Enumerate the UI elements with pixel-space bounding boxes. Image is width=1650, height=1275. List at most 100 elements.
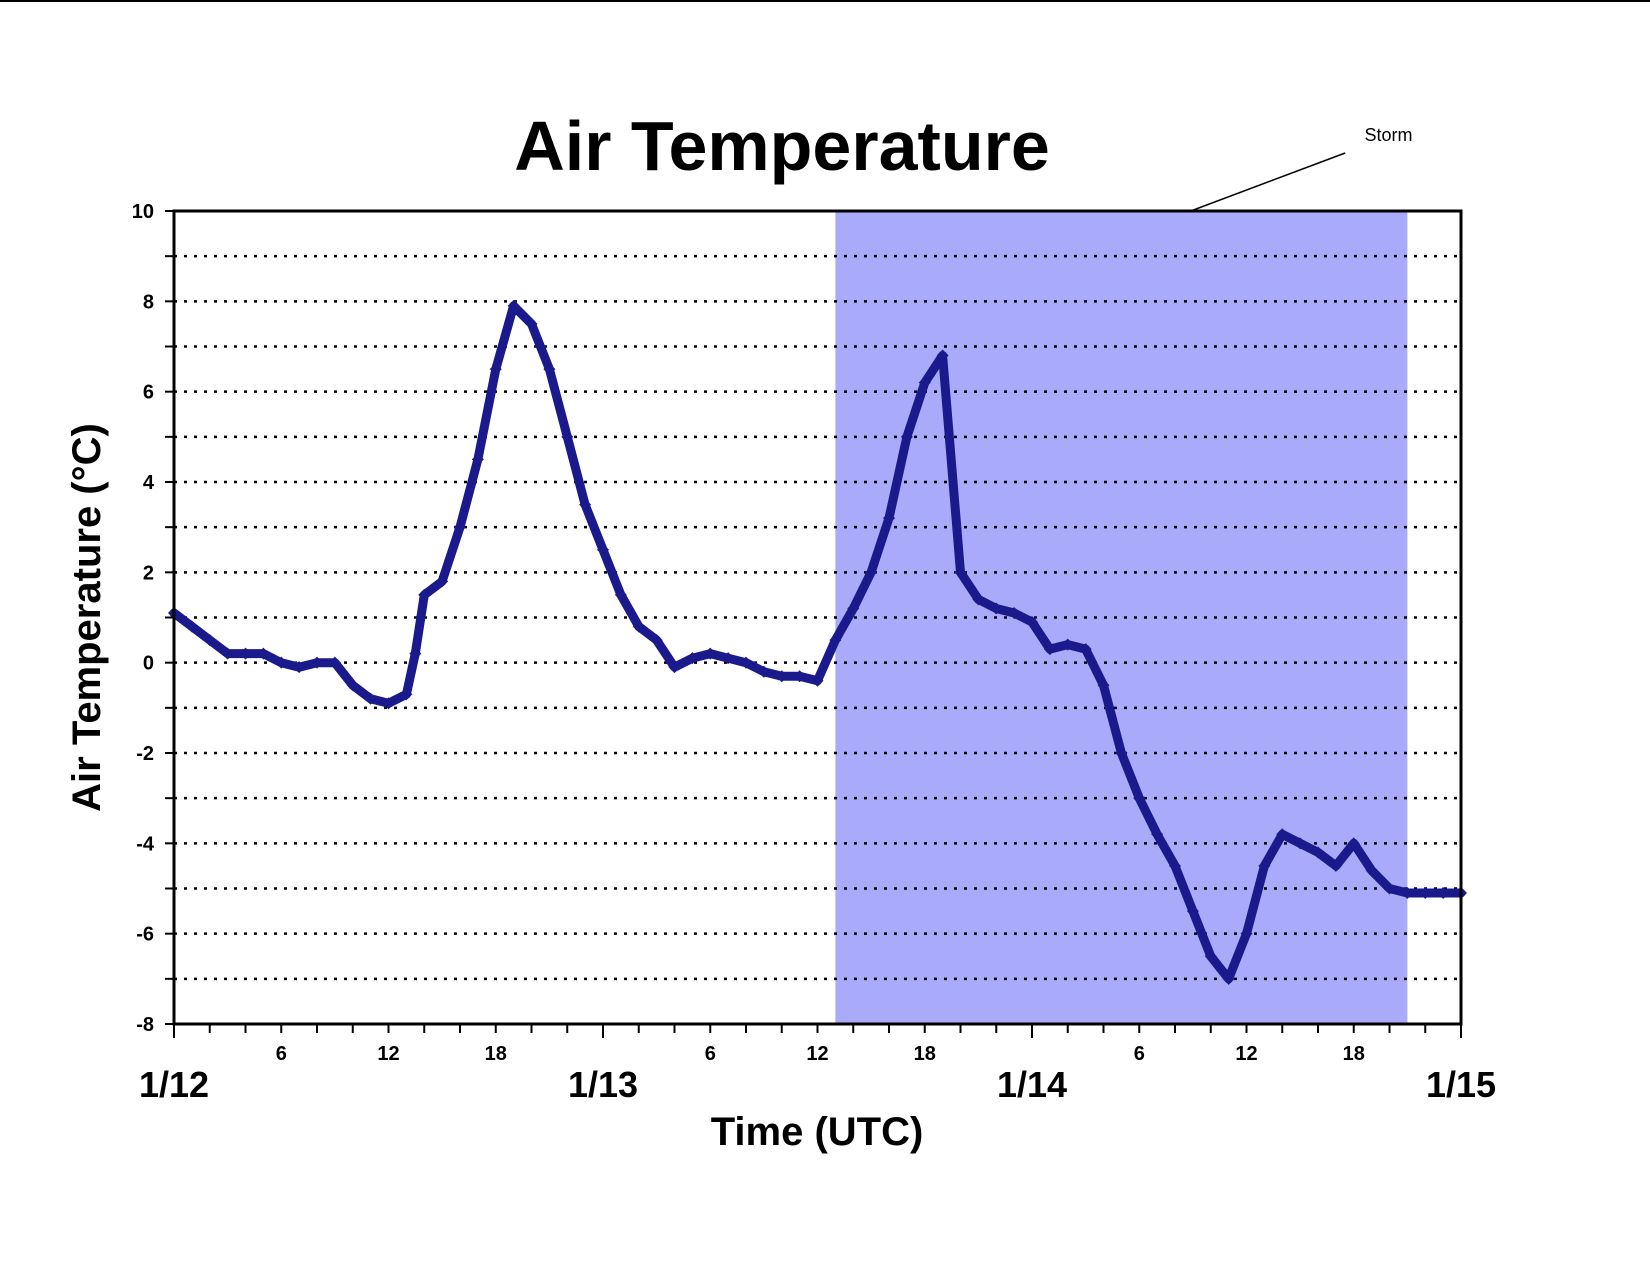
x-hour-tick-label: 12 (377, 1043, 399, 1065)
data-point (1329, 859, 1342, 872)
y-tick-label: 2 (143, 562, 154, 584)
data-point (311, 656, 323, 669)
data-point (757, 665, 770, 678)
data-point (1115, 747, 1128, 759)
data-point (722, 652, 735, 665)
data-point (275, 656, 288, 669)
data-point (507, 299, 520, 312)
y-tick-label: 8 (143, 291, 154, 313)
data-point (221, 647, 234, 660)
data-point (328, 656, 341, 669)
y-tick-label: 4 (143, 472, 155, 494)
y-axis: 10 8 6 4 2 0 -2 -4 -6 -8 (132, 201, 174, 1036)
x-axis-label: Time (UTC) (711, 1110, 924, 1154)
data-point (400, 688, 413, 701)
data-point (1079, 643, 1092, 656)
x-hour-tick-label: 18 (914, 1043, 936, 1065)
data-point (1061, 638, 1074, 651)
data-point (1186, 905, 1199, 918)
data-point (418, 588, 431, 601)
data-point (1294, 837, 1307, 850)
data-point (1401, 887, 1414, 900)
top-border-line (0, 0, 1650, 2)
data-point (1222, 972, 1235, 985)
data-point (1151, 828, 1164, 841)
data-point (1347, 837, 1360, 850)
data-point (364, 692, 377, 705)
storm-shaded-region (835, 211, 1408, 1024)
data-point (293, 661, 306, 674)
data-point (775, 670, 788, 683)
y-tick-label: 10 (132, 201, 154, 223)
data-point (632, 620, 645, 633)
data-point (1133, 792, 1146, 805)
data-point (1365, 864, 1378, 877)
data-point (1258, 859, 1271, 872)
data-point (185, 620, 198, 633)
data-point (489, 363, 502, 376)
data-point (1204, 950, 1217, 963)
y-tick-label: -2 (136, 743, 154, 765)
x-axis: 6 12 18 6 12 18 6 12 18 1/12 1/13 1/14 1/15 (139, 1024, 1496, 1105)
data-point (686, 652, 699, 665)
x-date-tick-label: 1/14 (997, 1064, 1067, 1105)
x-hour-tick-label: 6 (276, 1043, 287, 1065)
data-point (704, 647, 717, 660)
data-point (793, 670, 806, 683)
x-hour-tick-label: 12 (806, 1043, 828, 1065)
data-point (900, 430, 913, 443)
data-point (1383, 882, 1396, 895)
data-point (525, 317, 538, 330)
chart-title: Air Temperature (514, 107, 1050, 185)
data-point (471, 453, 484, 466)
data-point (382, 697, 395, 710)
y-axis-label: Air Temperature (°C) (65, 423, 109, 812)
data-point (614, 588, 627, 601)
x-date-tick-label: 1/13 (568, 1064, 638, 1105)
data-point (883, 512, 895, 525)
x-hour-tick-label: 18 (1343, 1043, 1365, 1065)
y-tick-label: -8 (136, 1014, 154, 1036)
data-point (257, 647, 270, 660)
data-point (543, 363, 556, 376)
data-point (1043, 643, 1056, 656)
data-point (561, 430, 574, 443)
x-hour-tick-label: 6 (1134, 1043, 1145, 1065)
data-point (829, 634, 842, 647)
data-point (1097, 679, 1110, 692)
data-point (918, 376, 931, 389)
data-point (346, 679, 359, 692)
data-point (740, 656, 752, 669)
data-point (990, 602, 1003, 615)
data-point (1026, 616, 1038, 629)
x-hour-tick-label: 18 (485, 1043, 507, 1065)
y-tick-label: -4 (136, 833, 155, 855)
data-point (847, 602, 860, 615)
data-point (1240, 927, 1253, 940)
storm-label: Storm (1364, 125, 1412, 145)
storm-leader-line (1190, 152, 1346, 212)
data-point (409, 647, 422, 660)
data-point (1419, 887, 1432, 900)
x-date-tick-label: 1/15 (1426, 1064, 1496, 1105)
data-point (203, 634, 216, 647)
data-point (1437, 887, 1450, 900)
data-point (1169, 859, 1181, 872)
data-point (239, 647, 252, 660)
data-point (454, 521, 466, 534)
data-point (1276, 828, 1289, 841)
x-hour-tick-label: 6 (705, 1043, 716, 1065)
y-tick-label: 6 (143, 382, 154, 404)
data-point (597, 543, 609, 556)
data-point (936, 349, 949, 362)
x-hour-tick-label: 12 (1235, 1043, 1257, 1065)
data-point (436, 575, 449, 588)
storm-annotation: Storm (835, 125, 1412, 1024)
temperature-series (168, 299, 1467, 985)
data-point (579, 498, 592, 511)
y-tick-label: 0 (143, 653, 154, 675)
data-point (972, 593, 985, 606)
data-point (650, 634, 663, 647)
x-date-tick-label: 1/12 (139, 1064, 209, 1105)
